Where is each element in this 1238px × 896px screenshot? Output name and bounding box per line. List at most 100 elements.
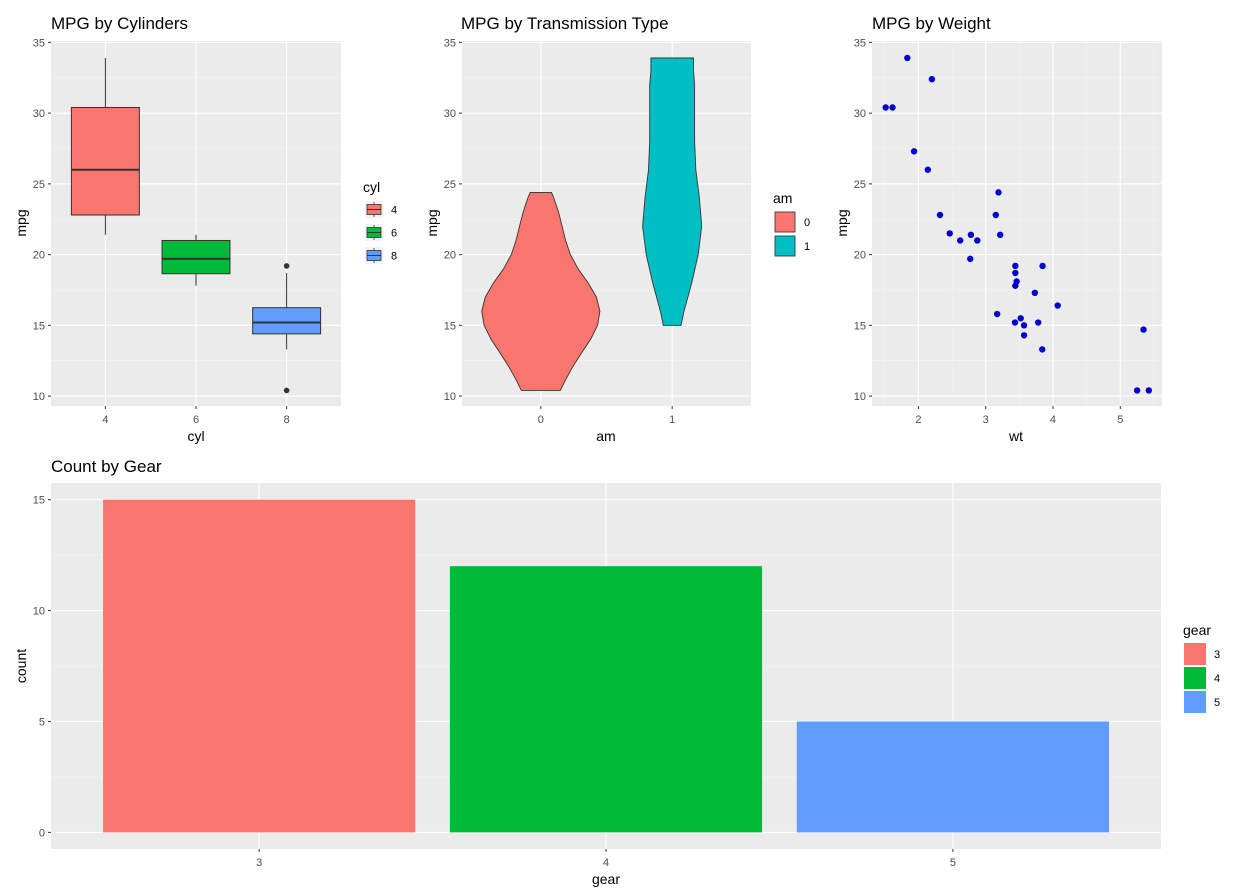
wt-scatter-point [956, 237, 964, 244]
gear-y-tick-label: 15 [33, 495, 45, 507]
cyl-y-tick-label: 30 [33, 108, 45, 120]
wt-y-tick-label: 35 [854, 37, 866, 49]
gear-bar-4 [449, 566, 763, 833]
cyl-y-tick-label: 15 [33, 320, 45, 332]
cyl-y-tick-label: 35 [33, 37, 45, 49]
gear-bar-chart: Count by Gear 0 5 10 15 3 4 5 gear count gear … [13, 457, 1220, 887]
wt-scatter-point [992, 211, 1000, 219]
wt-scatter-point [946, 230, 953, 237]
am-legend-key-swatch [774, 211, 796, 233]
am-legend-label: 0 [804, 217, 810, 229]
am-y-tick-label: 15 [444, 320, 456, 332]
cyl-legend: cyl 4 6 8 [363, 179, 397, 264]
wt-chart-title: MPG by Weight [872, 14, 991, 33]
cyl-x-tick-label: 8 [284, 414, 290, 426]
wt-scatter-point [882, 104, 889, 111]
wt-y-axis-title: mpg [834, 209, 850, 236]
wt-scatter-point [1054, 302, 1061, 309]
cyl-legend-keys: 4 6 8 [365, 201, 397, 264]
gear-legend-key-swatch [1184, 643, 1206, 665]
am-chart-title: MPG by Transmission Type [461, 14, 669, 33]
wt-scatter-point [1017, 315, 1024, 322]
wt-scatter-point [1034, 319, 1042, 326]
am-y-tick-label: 20 [444, 250, 456, 262]
am-y-tick-label: 25 [444, 179, 456, 191]
am-violin-1 [642, 57, 703, 326]
cyl-x-tick-label: 6 [193, 414, 199, 426]
gear-x-tick-label: 3 [256, 857, 262, 869]
cyl-box-outlier-point [283, 387, 290, 394]
wt-y-tick-label: 10 [854, 391, 866, 403]
cyl-chart-title: MPG by Cylinders [51, 14, 188, 33]
wt-scatter-point [936, 211, 944, 219]
am-x-axis-title: am [596, 428, 615, 444]
gear-chart-title: Count by Gear [51, 457, 162, 476]
wt-scatter-point [904, 54, 911, 62]
wt-x-axis-title: wt [1008, 428, 1023, 444]
am-y-tick-label: 35 [444, 37, 456, 49]
wt-scatter-point [910, 148, 918, 155]
wt-y-tick-label: 30 [854, 108, 866, 120]
wt-x-tick-label: 4 [1050, 414, 1056, 426]
wt-scatter-point [1012, 282, 1019, 289]
cyl-legend-title: cyl [363, 179, 380, 195]
wt-y-tick-label: 15 [854, 320, 866, 332]
wt-scatter-point [993, 310, 1001, 318]
cyl-plot-layer: 10 15 20 25 30 35 4 6 8 [33, 37, 341, 426]
am-y-axis-title: mpg [424, 209, 440, 236]
wt-scatter-point [1020, 332, 1028, 339]
cyl-box-6 [161, 239, 231, 275]
gear-legend-keys: 3 4 5 [1184, 643, 1220, 713]
am-plot-layer: 10 15 20 25 30 35 0 1 [444, 37, 751, 426]
cyl-box-outlier-point [283, 263, 290, 269]
cyl-legend-label: 4 [391, 205, 397, 217]
gear-x-axis-title: gear [592, 871, 620, 887]
wt-scatter-point [928, 75, 936, 83]
wt-scatter-point [1039, 262, 1046, 270]
am-legend-keys: 01 [774, 211, 810, 257]
gear-x-tick-label: 4 [603, 857, 609, 869]
gear-bar-3 [103, 499, 416, 833]
cyl-y-tick-label: 25 [33, 179, 45, 191]
gear-legend-label: 5 [1214, 697, 1220, 709]
gear-legend-label: 4 [1214, 673, 1220, 685]
am-x-tick-label: 0 [538, 414, 544, 426]
wt-plot-layer: 10 15 20 25 30 35 2 3 4 5 [854, 37, 1162, 426]
wt-scatter-point [967, 231, 975, 239]
wt-scatter-point [974, 237, 981, 244]
gear-y-tick-label: 0 [39, 827, 45, 839]
wt-scatter-point [1140, 326, 1147, 333]
am-legend: am 01 [773, 190, 810, 257]
wt-scatter-point [1011, 319, 1019, 326]
wt-y-tick-label: 20 [854, 250, 866, 262]
cyl-x-axis-title: cyl [187, 428, 204, 444]
wt-scatter-point [1039, 346, 1046, 353]
gear-x-tick-label: 5 [950, 857, 956, 869]
cyl-legend-label: 8 [391, 251, 397, 263]
am-legend-label: 1 [804, 241, 810, 253]
cyl-box-8 [252, 307, 322, 335]
gear-bar-5 [796, 721, 1109, 833]
wt-scatter-point [967, 255, 974, 263]
wt-scatter-point [924, 166, 932, 173]
am-legend-title: am [773, 190, 792, 206]
cyl-y-tick-label: 20 [33, 250, 45, 262]
gear-legend: gear 3 4 5 [1183, 622, 1220, 713]
gear-legend-label: 3 [1214, 649, 1220, 661]
gear-legend-key-swatch [1184, 667, 1206, 689]
wt-scatter-point [1020, 322, 1028, 329]
wt-scatter-point [1012, 269, 1019, 277]
am-violin-0 [481, 191, 601, 391]
am-x-tick-label: 1 [669, 414, 675, 426]
wt-scatter-point [1145, 387, 1153, 394]
wt-plot-panel [872, 41, 1162, 406]
wt-scatter-point [1012, 262, 1019, 270]
cyl-box-4 [70, 106, 140, 216]
wt-scatter-chart: MPG by Weight 10 15 20 25 30 35 2 3 4 5 wt mpg [834, 14, 1162, 444]
wt-scatter-point [996, 231, 1004, 239]
cyl-legend-label: 6 [391, 228, 397, 240]
gear-y-axis-title: count [13, 649, 29, 683]
wt-x-tick-label: 3 [983, 414, 989, 426]
